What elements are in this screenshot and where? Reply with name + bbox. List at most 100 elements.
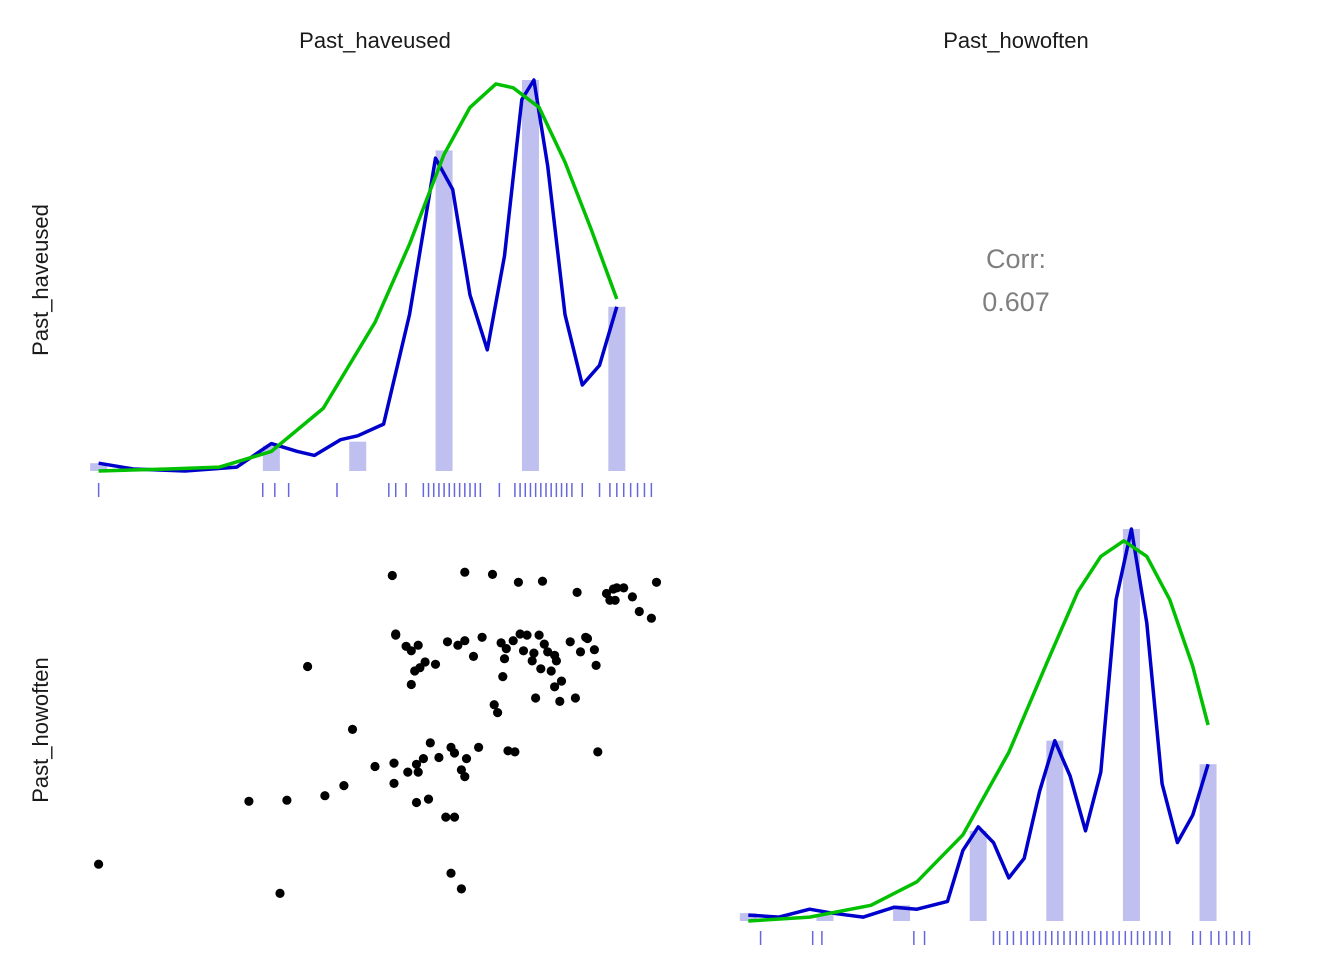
scatter-point-48 — [468, 651, 479, 662]
scatter-point-7 — [347, 724, 358, 735]
scatter-point-12 — [411, 759, 422, 769]
density-panel-past-howoften — [739, 527, 1251, 945]
scatter-point-1 — [94, 859, 104, 869]
scatter-point-54 — [508, 636, 518, 646]
howoften-bar-2 — [816, 915, 834, 921]
haveused-bar-3 — [349, 441, 367, 471]
scatter-point-4 — [282, 795, 292, 805]
scatter-point-72 — [591, 660, 601, 671]
scatter-point-93 — [303, 661, 313, 672]
scatter-point-58 — [527, 656, 537, 666]
scatter-point-84 — [537, 576, 548, 586]
scatter-point-36 — [570, 693, 581, 703]
scatter-point-30 — [510, 747, 520, 757]
scatter-point-2 — [275, 888, 285, 899]
scatter-point-69 — [575, 647, 586, 657]
scatter-point-47 — [460, 636, 470, 646]
scatter-point-22 — [460, 772, 470, 782]
howoften-bar-5 — [1046, 740, 1064, 921]
scatter-point-14 — [411, 797, 422, 808]
scatter-point-49 — [477, 632, 487, 642]
scatter-point-85 — [513, 577, 524, 587]
haveused-normal-line — [98, 82, 619, 473]
scatter-point-82 — [651, 577, 662, 587]
scatter-point-23 — [461, 754, 472, 764]
scatter-point-15 — [423, 794, 434, 804]
scatter-point-26 — [446, 868, 456, 878]
scatter-point-32 — [493, 708, 503, 718]
corr-label: Corr: — [986, 244, 1046, 274]
scatter-point-68 — [565, 637, 575, 647]
scatter-point-64 — [536, 664, 546, 674]
haveused-kde-line — [98, 78, 619, 473]
scatter-point-83 — [572, 587, 582, 598]
scatter-point-31 — [489, 700, 499, 710]
scatter-point-65 — [546, 666, 556, 676]
scatter-point-81 — [646, 613, 657, 623]
scatter-point-88 — [387, 570, 397, 581]
scatter-panel — [94, 567, 662, 899]
scatter-point-92 — [581, 632, 591, 642]
scatter-point-80 — [634, 606, 644, 617]
corr-value: 0.607 — [982, 287, 1050, 317]
scatter-point-57 — [522, 630, 532, 640]
scatter-point-17 — [425, 738, 435, 748]
scatter-point-27 — [456, 884, 466, 894]
correlation-panel: Corr: 0.607 — [982, 244, 1050, 317]
scatter-point-28 — [441, 812, 451, 822]
scatter-point-3 — [244, 796, 254, 806]
scatter-point-62 — [543, 647, 553, 657]
scatter-point-18 — [434, 752, 444, 763]
scatter-point-45 — [442, 637, 453, 647]
row-title-1: Past_haveused — [28, 204, 53, 356]
scatter-point-56 — [518, 646, 529, 656]
haveused-bar-6 — [608, 306, 626, 471]
scatter-point-37 — [593, 747, 603, 757]
scatter-point-87 — [460, 567, 470, 577]
scatter-point-25 — [449, 812, 460, 822]
howoften-kde-line — [748, 527, 1210, 919]
scatter-point-5 — [320, 791, 330, 801]
scatter-point-46 — [453, 640, 463, 650]
howoften-bar-7 — [1199, 764, 1217, 921]
scatter-point-16 — [418, 754, 428, 764]
scatter-point-51 — [498, 672, 508, 682]
scatter-point-24 — [474, 742, 484, 753]
scatter-point-6 — [339, 781, 349, 791]
howoften-bar-4 — [969, 830, 987, 921]
scatter-point-39 — [391, 630, 401, 640]
haveused-bar-5 — [521, 80, 539, 471]
scatter-point-79 — [627, 592, 638, 602]
scatter-point-67 — [551, 656, 562, 666]
column-title-2: Past_howoften — [943, 28, 1089, 53]
scatter-point-78 — [619, 583, 629, 593]
scatter-point-53 — [501, 644, 511, 654]
scatter-point-8 — [370, 761, 380, 772]
scatter-point-42 — [413, 640, 423, 650]
scatter-point-55 — [515, 629, 525, 639]
scatter-point-91 — [406, 679, 416, 690]
scatter-point-34 — [556, 676, 567, 686]
scatter-point-60 — [534, 630, 544, 640]
howoften-bar-6 — [1122, 529, 1140, 921]
scatter-point-29 — [503, 746, 513, 756]
scatter-point-73 — [601, 588, 612, 599]
scatter-point-41 — [406, 646, 416, 656]
scatter-point-66 — [550, 682, 560, 692]
scatter-point-76 — [612, 583, 622, 593]
scatter-point-10 — [403, 767, 413, 777]
haveused-bar-4 — [435, 150, 453, 471]
scatter-point-86 — [487, 569, 498, 580]
scatter-point-71 — [589, 645, 600, 655]
haveused-bar-1 — [90, 463, 108, 471]
scatter-point-9 — [389, 758, 399, 768]
column-title-1: Past_haveused — [299, 28, 451, 53]
scatter-point-77 — [610, 595, 620, 605]
scatter-point-13 — [389, 778, 399, 789]
scatter-point-90 — [410, 666, 420, 676]
howoften-normal-line — [748, 539, 1210, 923]
scatter-point-59 — [529, 648, 539, 658]
scatter-point-61 — [539, 639, 549, 649]
density-panel-past-haveused — [90, 78, 653, 497]
